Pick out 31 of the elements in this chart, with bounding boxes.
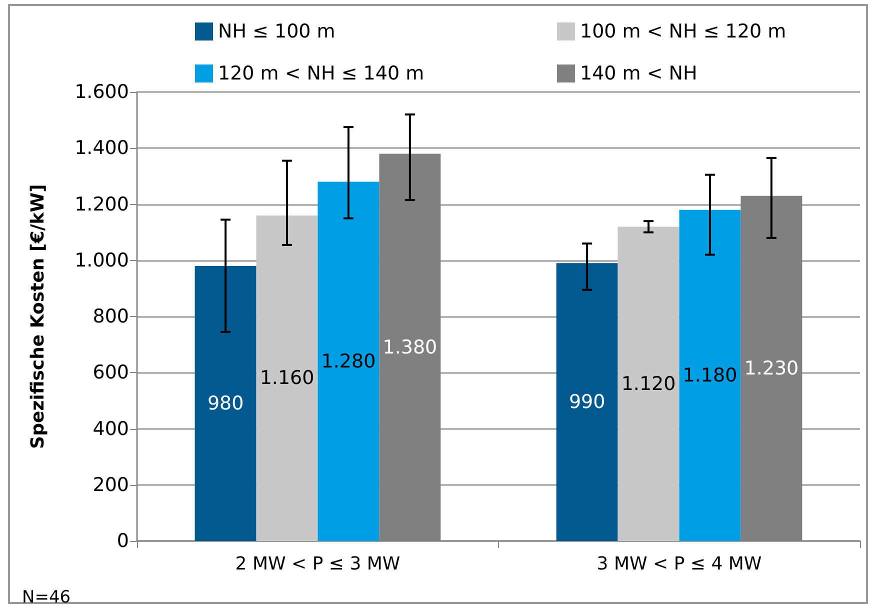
data-label: 980 [207, 392, 244, 414]
legend-label: 120 m < NH ≤ 140 m [218, 62, 424, 84]
data-label: 990 [568, 391, 606, 414]
y-tick-label: 1.200 [74, 193, 129, 216]
y-tick-label: 0 [116, 530, 129, 552]
data-label: 1.380 [382, 336, 438, 358]
bar [679, 210, 741, 541]
y-axis-title: Spezifische Kosten [€/kW] [28, 184, 48, 449]
text: N=46 [22, 588, 71, 608]
y-tick-label: 200 [92, 474, 129, 496]
x-tick-label: 2 MW < P ≤ 3 MW [235, 554, 400, 574]
y-tick-label: 1.400 [74, 137, 129, 160]
data-label: 1.120 [621, 372, 676, 395]
data-label: 1.180 [682, 364, 738, 386]
y-tick-label: 800 [92, 306, 129, 328]
legend-label: 140 m < NH [580, 62, 698, 84]
bar [256, 215, 318, 541]
y-tick-label: 600 [92, 362, 129, 384]
bar [318, 182, 380, 541]
data-label: 1.280 [321, 350, 376, 372]
data-label: 1.230 [744, 357, 799, 380]
bar [194, 266, 256, 541]
data-label: 1.160 [260, 367, 314, 390]
bar [556, 263, 618, 541]
bar [618, 226, 680, 541]
x-tick-label: 3 MW < P ≤ 4 MW [596, 554, 762, 574]
legend-label: NH ≤ 100 m [218, 20, 336, 42]
legend-label: 100 m < NH ≤ 120 m [580, 20, 786, 42]
y-tick-label: 400 [92, 418, 129, 440]
y-tick-label: 1.000 [74, 249, 129, 272]
y-tick-label: 1.600 [74, 81, 129, 103]
